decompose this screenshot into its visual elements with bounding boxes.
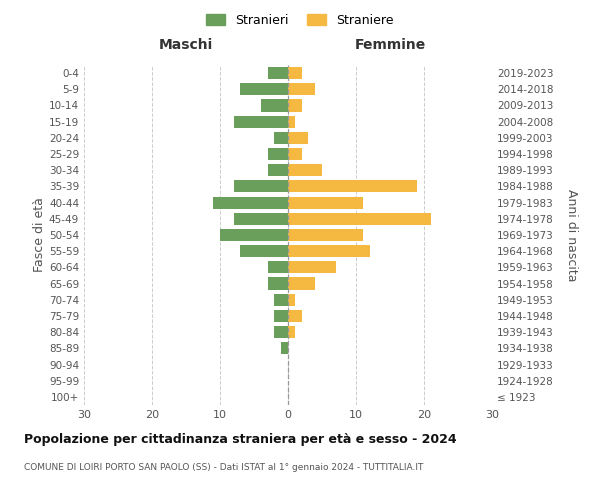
Bar [288,245,370,258]
Bar [261,100,288,112]
Y-axis label: Fasce di età: Fasce di età [33,198,46,272]
Bar [288,116,295,128]
Bar [268,67,288,79]
Bar [268,148,288,160]
Bar [233,116,288,128]
Bar [274,326,288,338]
Bar [288,212,431,225]
Bar [268,262,288,274]
Text: COMUNE DI LOIRI PORTO SAN PAOLO (SS) - Dati ISTAT al 1° gennaio 2024 - TUTTITALI: COMUNE DI LOIRI PORTO SAN PAOLO (SS) - D… [24,462,424,471]
Bar [274,294,288,306]
Bar [288,83,315,96]
Bar [233,180,288,192]
Bar [288,100,302,112]
Bar [281,342,288,354]
Bar [274,132,288,144]
Bar [274,310,288,322]
Text: Maschi: Maschi [159,38,213,52]
Y-axis label: Anni di nascita: Anni di nascita [565,188,578,281]
Bar [268,164,288,176]
Bar [288,180,417,192]
Bar [288,196,363,208]
Text: Femmine: Femmine [355,38,425,52]
Legend: Stranieri, Straniere: Stranieri, Straniere [202,8,398,32]
Bar [213,196,288,208]
Bar [288,294,295,306]
Bar [288,148,302,160]
Bar [288,262,335,274]
Bar [241,245,288,258]
Bar [288,132,308,144]
Bar [233,212,288,225]
Bar [288,164,322,176]
Bar [288,326,295,338]
Bar [220,229,288,241]
Bar [288,310,302,322]
Bar [268,278,288,289]
Bar [288,229,363,241]
Bar [288,67,302,79]
Text: Popolazione per cittadinanza straniera per età e sesso - 2024: Popolazione per cittadinanza straniera p… [24,432,457,446]
Bar [288,278,315,289]
Bar [241,83,288,96]
